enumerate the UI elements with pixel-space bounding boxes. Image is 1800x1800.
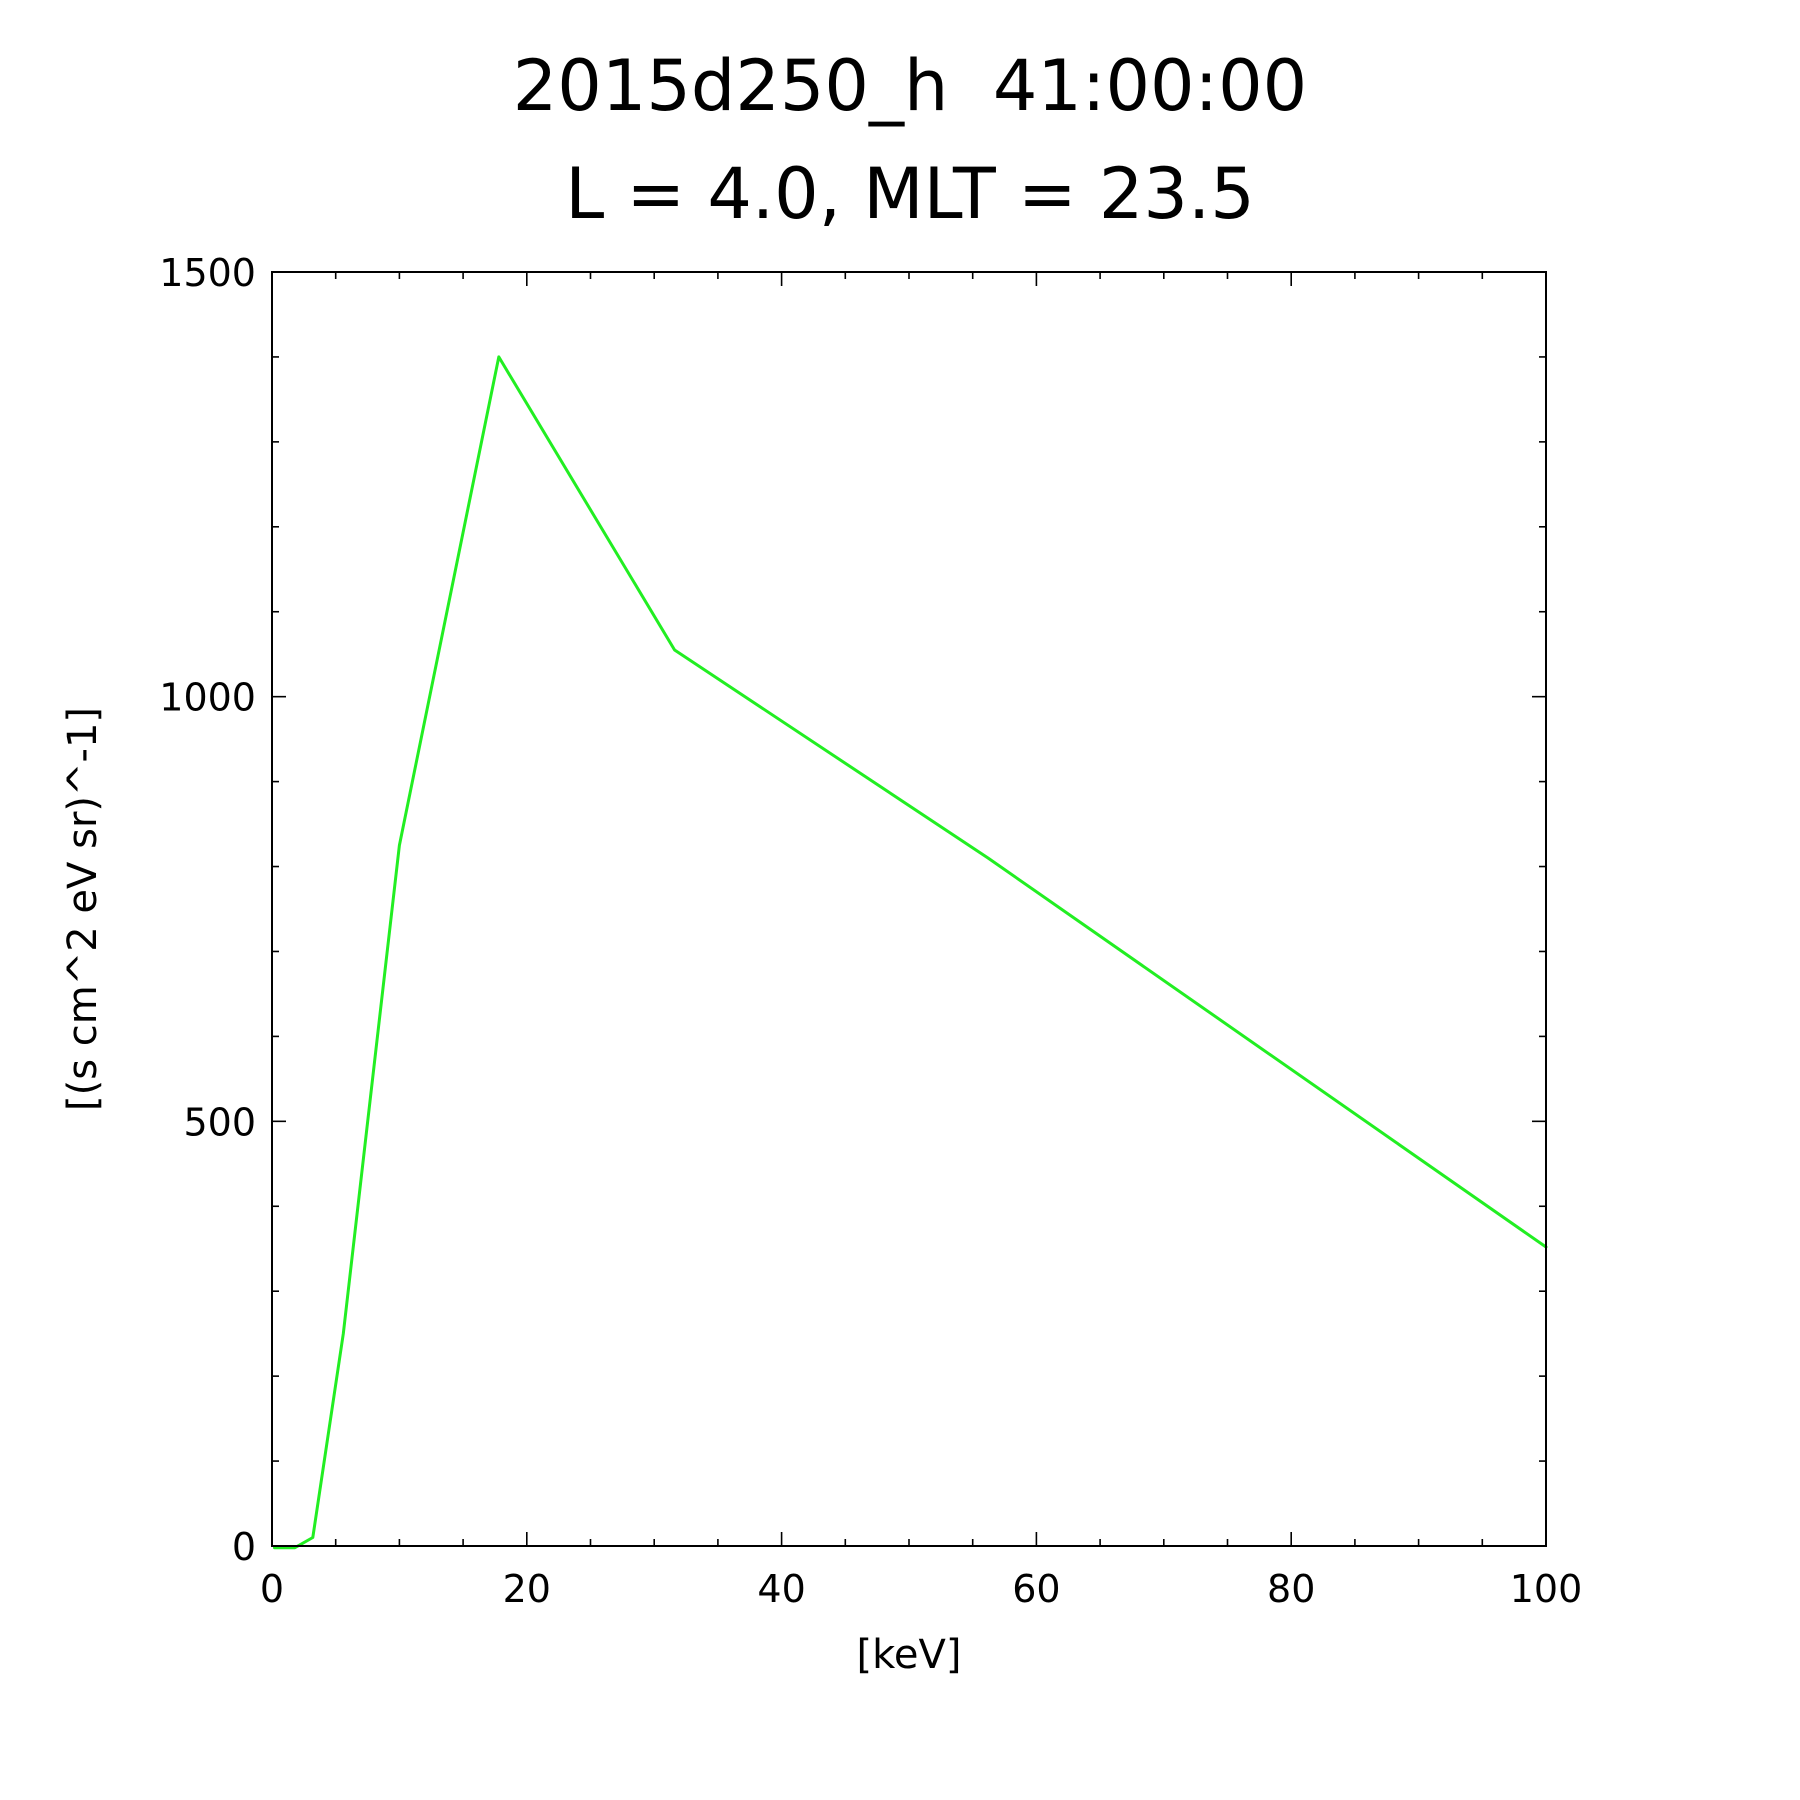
y-axis-label: [(s cm^2 eV sr)^-1] xyxy=(60,707,106,1111)
x-tick-label: 60 xyxy=(1012,1567,1060,1611)
series-line xyxy=(273,355,1548,1550)
y-tick-label: 1500 xyxy=(159,251,256,295)
y-tick-label: 500 xyxy=(183,1100,256,1144)
x-tick-label: 100 xyxy=(1510,1567,1583,1611)
chart-subtitle: L = 4.0, MLT = 23.5 xyxy=(565,153,1255,235)
x-axis-label: [keV] xyxy=(857,1632,962,1678)
axis-ticks xyxy=(271,271,1547,1547)
y-tick-label: 0 xyxy=(232,1525,256,1569)
series-group xyxy=(273,355,1548,1550)
x-tick-label: 40 xyxy=(757,1567,805,1611)
plot-frame xyxy=(271,271,1547,1547)
x-tick-label: 80 xyxy=(1267,1567,1315,1611)
chart-title: 2015d250_h 41:00:00 xyxy=(513,45,1307,127)
x-tick-label: 0 xyxy=(260,1567,284,1611)
y-tick-label: 1000 xyxy=(159,676,256,720)
x-tick-label: 20 xyxy=(503,1567,551,1611)
